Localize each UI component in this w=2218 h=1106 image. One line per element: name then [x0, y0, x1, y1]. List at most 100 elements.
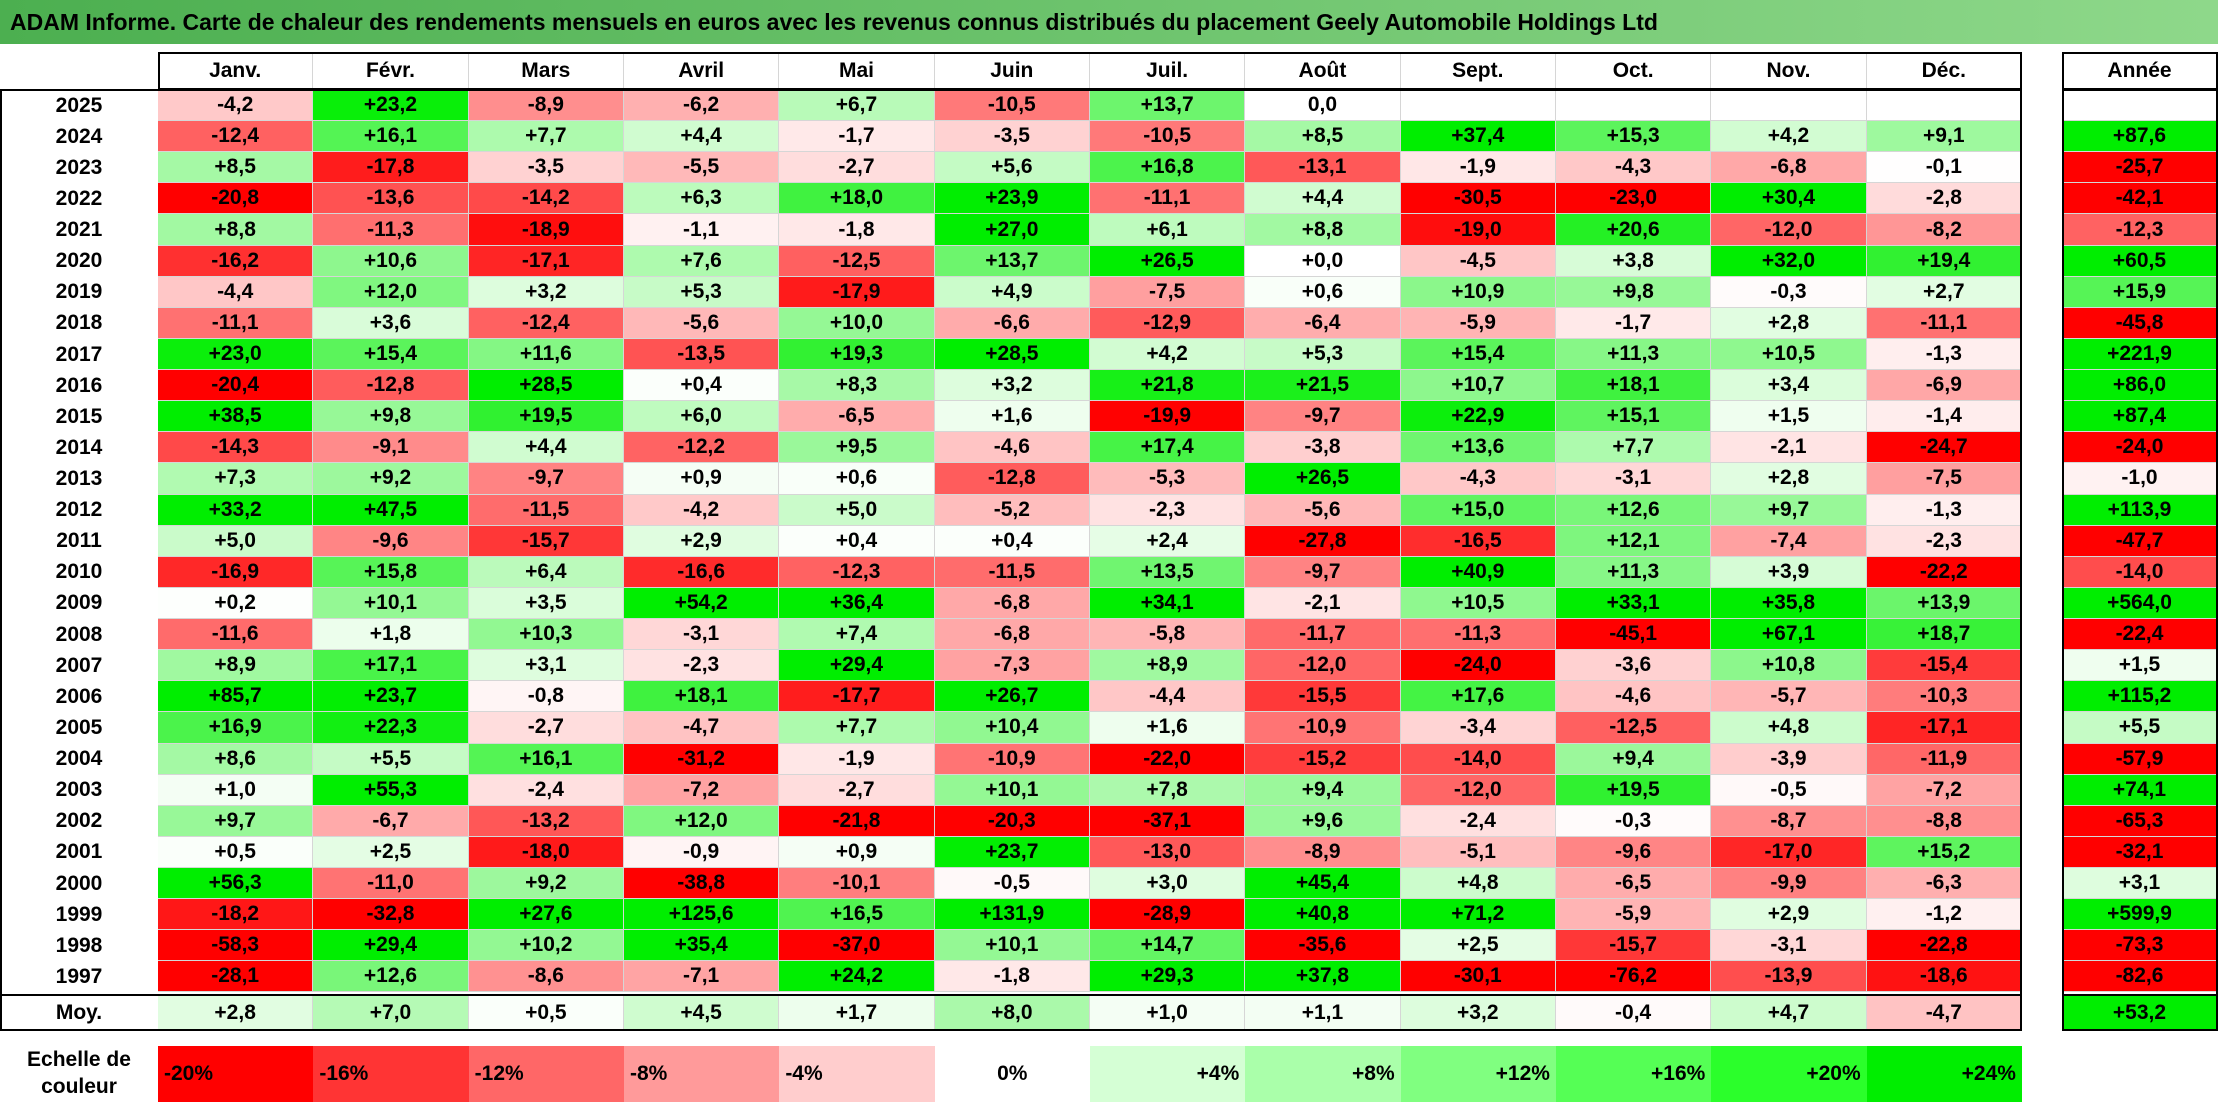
heatmap-cell: -2,3 [623, 650, 780, 682]
heatmap-cell: +35,8 [1711, 587, 1867, 620]
heatmap-cell: +1,0 [158, 774, 314, 806]
heatmap-cell: +7,7 [468, 121, 624, 153]
heatmap-cell: +40,9 [1400, 556, 1556, 588]
heatmap-cell: +5,5 [313, 743, 469, 775]
annual-cell: -42,1 [2062, 183, 2218, 215]
heatmap-cell: +1,6 [1089, 712, 1246, 744]
heatmap-cell: +13,7 [934, 245, 1090, 277]
month-header: Juin [935, 52, 1090, 90]
annual-cell: -45,8 [2062, 307, 2218, 339]
heatmap-cell: -0,3 [1555, 805, 1712, 837]
heatmap-cell: -12,5 [1555, 712, 1712, 744]
heatmap-cell: -0,8 [468, 681, 624, 713]
heatmap-cell: -17,0 [1711, 836, 1867, 868]
heatmap-cell: -6,3 [1866, 868, 2022, 900]
heatmap-cell: +2,9 [1711, 899, 1867, 931]
heatmap-cell: -12,0 [1400, 774, 1556, 806]
month-header: Sept. [1401, 52, 1556, 90]
heatmap-cell: +20,6 [1555, 214, 1712, 246]
heatmap-cell [1711, 90, 1867, 122]
month-header: Oct. [1556, 52, 1712, 90]
annual-cell: -65,3 [2062, 805, 2218, 837]
heatmap-cell: -12,2 [623, 432, 780, 464]
heatmap-cell: +0,4 [623, 370, 780, 402]
heatmap-cell: -4,6 [934, 432, 1090, 464]
heatmap-cell: -6,5 [779, 401, 935, 433]
heatmap-cell: -5,1 [1400, 836, 1556, 868]
heatmap-cell: -6,8 [934, 619, 1090, 651]
row-year-label: 2007 [55, 653, 103, 677]
heatmap-cell: -15,2 [1245, 743, 1401, 775]
row-year-label: 2008 [55, 622, 103, 646]
heatmap-cell: -5,5 [623, 152, 780, 184]
heatmap-cell: -7,4 [1711, 525, 1867, 557]
heatmap-cell: -37,0 [779, 930, 935, 962]
heatmap-cell: +3,2 [934, 370, 1090, 402]
heatmap-cell: -11,0 [313, 868, 469, 900]
heatmap-cell: +4,4 [1245, 183, 1401, 215]
heatmap-cell: +10,2 [468, 930, 624, 962]
heatmap-cell: -1,9 [779, 743, 935, 775]
heatmap-cell: +7,6 [623, 245, 780, 277]
row-year-label: 2001 [55, 840, 103, 864]
heatmap-cell: +21,5 [1245, 370, 1401, 402]
heatmap-cell: +5,3 [623, 276, 780, 308]
heatmap-cell: +10,8 [1711, 650, 1867, 682]
heatmap-cell: +26,5 [1245, 463, 1401, 495]
heatmap-cell: +29,4 [779, 650, 935, 682]
heatmap-cell: -6,8 [1711, 152, 1867, 184]
heatmap-cell: -1,7 [1555, 307, 1712, 339]
heatmap-cell: +16,5 [779, 899, 935, 931]
heatmap-cell: +18,0 [779, 183, 935, 215]
heatmap-cell: +4,9 [934, 276, 1090, 308]
heatmap-cell: +0,9 [623, 463, 780, 495]
heatmap-cell: -20,8 [158, 183, 314, 215]
heatmap-cell: +71,2 [1400, 899, 1556, 931]
heatmap-cell: -10,1 [779, 868, 935, 900]
annual-cell: +599,9 [2062, 899, 2218, 931]
heatmap-cell: -5,7 [1711, 681, 1867, 713]
row-year-label: 2006 [55, 684, 103, 708]
heatmap-cell: -24,7 [1866, 432, 2022, 464]
heatmap-cell: +7,4 [779, 619, 935, 651]
heatmap-cell: +23,9 [934, 183, 1090, 215]
heatmap-cell: +27,0 [934, 214, 1090, 246]
heatmap-cell: -38,8 [623, 868, 780, 900]
heatmap-cell: +29,4 [313, 930, 469, 962]
heatmap-cell: +1,5 [1711, 401, 1867, 433]
row-year-label: 2021 [55, 218, 103, 242]
annual-cell [2062, 90, 2218, 122]
color-scale-step: -16% [313, 1046, 469, 1102]
heatmap-cell: +27,6 [468, 899, 624, 931]
heatmap-cell: -18,0 [468, 836, 624, 868]
average-annual-cell: +53,2 [2062, 996, 2218, 1030]
heatmap-cell: +15,4 [313, 338, 469, 371]
heatmap-cell: +131,9 [934, 899, 1090, 931]
heatmap-cell: -12,5 [779, 245, 935, 277]
heatmap-cell: -1,3 [1866, 494, 2022, 526]
heatmap-cell: +16,9 [158, 712, 314, 744]
heatmap-cell: -4,3 [1400, 463, 1556, 495]
annual-cell: -14,0 [2062, 556, 2218, 588]
heatmap-cell: +10,1 [313, 587, 469, 620]
heatmap-cell: +9,8 [1555, 276, 1712, 308]
heatmap-cell: +8,5 [158, 152, 314, 184]
heatmap-cell: +2,8 [1711, 463, 1867, 495]
heatmap-cell: +2,4 [1089, 525, 1246, 557]
heatmap-cell: +85,7 [158, 681, 314, 713]
color-scale-step: +20% [1711, 1046, 1867, 1102]
heatmap-cell: -31,2 [623, 743, 780, 775]
row-year-label: 2022 [55, 186, 103, 210]
heatmap-cell: -16,5 [1400, 525, 1556, 557]
heatmap-cell: -0,5 [934, 868, 1090, 900]
heatmap-cell: -6,9 [1866, 370, 2022, 402]
heatmap-cell: -8,7 [1711, 805, 1867, 837]
average-cell: -0,4 [1555, 996, 1712, 1030]
heatmap-cell: +35,4 [623, 930, 780, 962]
annual-cell: +15,9 [2062, 276, 2218, 308]
heatmap-cell: -11,1 [158, 307, 314, 339]
heatmap-cell: -2,3 [1089, 494, 1246, 526]
heatmap-cell: -37,1 [1089, 805, 1246, 837]
heatmap-cell: +2,5 [313, 836, 469, 868]
heatmap-cell: -2,4 [1400, 805, 1556, 837]
